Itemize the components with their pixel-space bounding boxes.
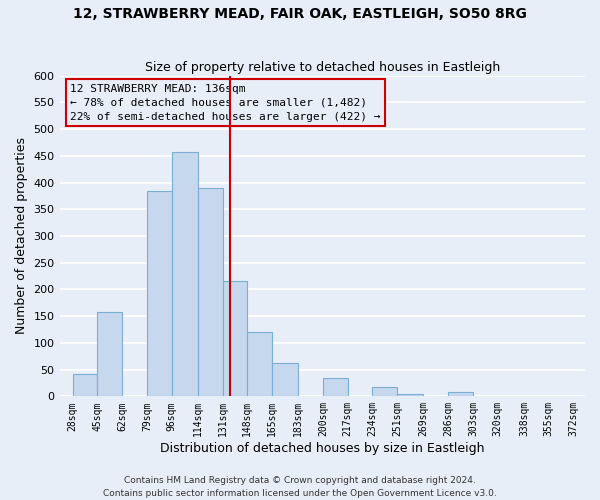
Text: 12, STRAWBERRY MEAD, FAIR OAK, EASTLEIGH, SO50 8RG: 12, STRAWBERRY MEAD, FAIR OAK, EASTLEIGH… (73, 8, 527, 22)
Bar (373, 386, 397, 396)
Bar (247, 332, 272, 396)
Bar (198, 188, 223, 396)
Bar (448, 392, 473, 396)
Title: Size of property relative to detached houses in Eastleigh: Size of property relative to detached ho… (145, 62, 500, 74)
Bar (147, 190, 172, 396)
Y-axis label: Number of detached properties: Number of detached properties (15, 138, 28, 334)
Bar (323, 378, 348, 396)
Bar (397, 394, 424, 396)
Bar (223, 282, 247, 397)
Text: Contains HM Land Registry data © Crown copyright and database right 2024.
Contai: Contains HM Land Registry data © Crown c… (103, 476, 497, 498)
Bar (97, 312, 122, 396)
Bar (73, 374, 97, 396)
X-axis label: Distribution of detached houses by size in Eastleigh: Distribution of detached houses by size … (160, 442, 485, 455)
Text: 12 STRAWBERRY MEAD: 136sqm
← 78% of detached houses are smaller (1,482)
22% of s: 12 STRAWBERRY MEAD: 136sqm ← 78% of deta… (70, 84, 380, 122)
Bar (172, 152, 198, 396)
Bar (272, 363, 298, 396)
